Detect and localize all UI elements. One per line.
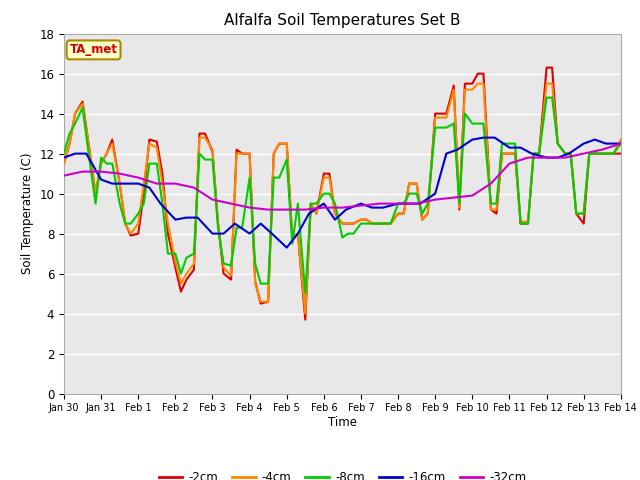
Title: Alfalfa Soil Temperatures Set B: Alfalfa Soil Temperatures Set B [224, 13, 461, 28]
X-axis label: Time: Time [328, 416, 357, 429]
Text: TA_met: TA_met [70, 43, 118, 56]
Y-axis label: Soil Temperature (C): Soil Temperature (C) [20, 153, 34, 275]
Legend: -2cm, -4cm, -8cm, -16cm, -32cm: -2cm, -4cm, -8cm, -16cm, -32cm [154, 466, 531, 480]
